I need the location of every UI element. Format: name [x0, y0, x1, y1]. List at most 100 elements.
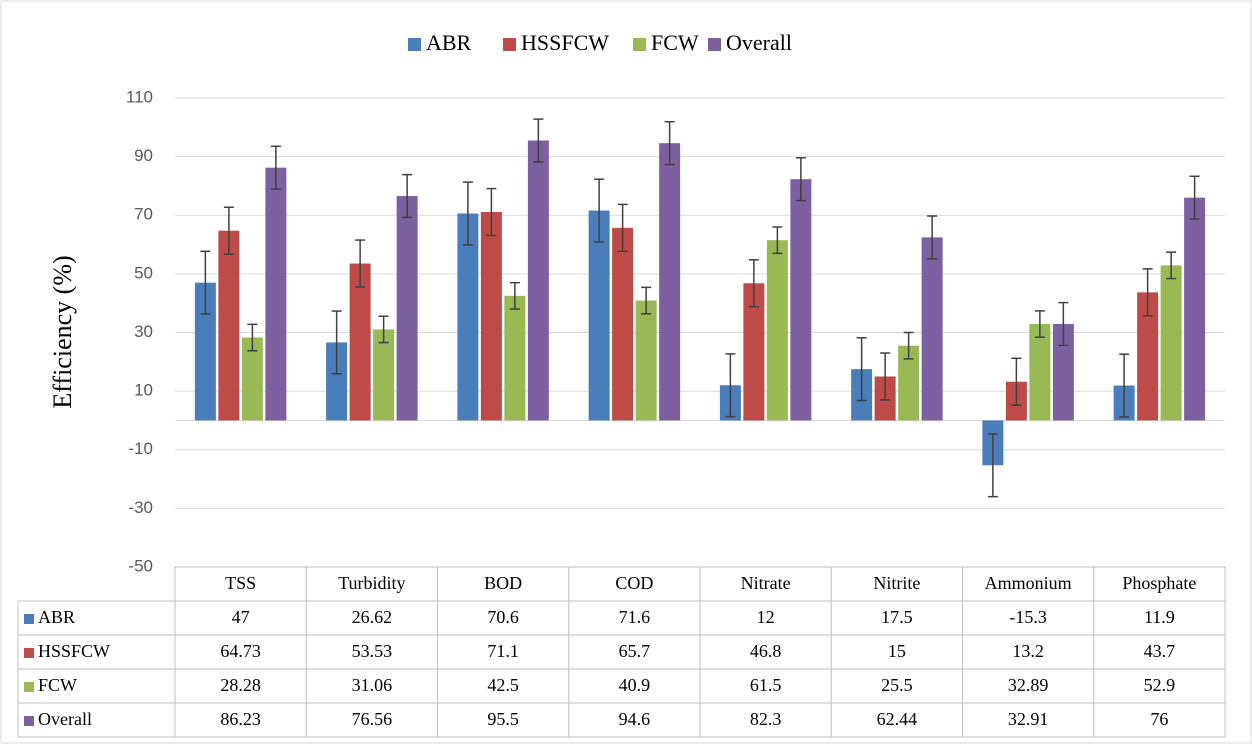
table-value: 32.89 — [1008, 675, 1049, 695]
table-value: 17.5 — [881, 607, 913, 627]
error-bar — [856, 337, 867, 402]
y-tick-label: 30 — [134, 322, 153, 341]
error-bar — [355, 239, 366, 288]
x-tick-label: Nitrate — [741, 573, 791, 593]
error-bar — [378, 315, 389, 344]
table-value: 13.2 — [1012, 641, 1044, 661]
error-bar — [772, 226, 783, 255]
table-value: 28.28 — [220, 675, 261, 695]
x-tick-label: TSS — [225, 573, 256, 593]
bar — [326, 342, 348, 421]
table-value: 65.7 — [619, 641, 651, 661]
table-value: 26.62 — [352, 607, 393, 627]
error-bar — [617, 203, 628, 253]
bar — [527, 140, 549, 421]
table-value: 76 — [1150, 709, 1168, 729]
table-value: 62.44 — [877, 709, 918, 729]
table-value: 42.5 — [487, 675, 519, 695]
error-bar — [987, 433, 998, 498]
bar — [373, 329, 395, 421]
y-tick-label: -10 — [128, 439, 153, 458]
table-value: 31.06 — [352, 675, 393, 695]
legend-swatch — [408, 38, 421, 51]
error-bar — [486, 187, 497, 237]
bar — [921, 237, 943, 421]
error-bar — [927, 215, 938, 260]
y-tick-label: -30 — [128, 498, 153, 517]
legend-swatch — [503, 38, 516, 51]
y-tick-label: 110 — [126, 87, 153, 106]
table-value: 11.9 — [1144, 607, 1175, 627]
error-bar — [462, 181, 473, 246]
bar — [1160, 265, 1182, 421]
error-bar — [1034, 310, 1045, 338]
y-tick-label: 90 — [134, 146, 153, 165]
y-tick-label: -50 — [128, 556, 153, 575]
bar — [218, 230, 240, 421]
y-tick-label: 70 — [134, 205, 153, 224]
x-tick-label: Turbidity — [338, 573, 405, 593]
table-value: 71.1 — [487, 641, 519, 661]
bar — [1029, 324, 1051, 421]
x-tick-label: COD — [615, 573, 653, 593]
error-bar — [533, 118, 544, 163]
table-value: 52.9 — [1144, 675, 1176, 695]
x-tick-label: Nitrite — [873, 573, 920, 593]
table-series-label: HSSFCW — [38, 641, 110, 661]
legend-label: ABR — [426, 30, 472, 55]
bar — [743, 283, 765, 421]
table-value: 70.6 — [487, 607, 519, 627]
error-bar — [1166, 251, 1177, 280]
error-bar — [509, 281, 520, 310]
error-bar — [903, 331, 914, 360]
table-value: 76.56 — [352, 709, 393, 729]
table-legend-swatch — [24, 682, 34, 692]
table-value: 53.53 — [352, 641, 393, 661]
error-bar — [795, 157, 806, 202]
table-value: 40.9 — [619, 675, 651, 695]
error-bar — [1189, 175, 1200, 220]
bar — [457, 213, 479, 421]
x-tick-label: Phosphate — [1122, 573, 1196, 593]
error-bar — [1119, 353, 1130, 418]
table-value: 46.8 — [750, 641, 782, 661]
y-tick-label: 10 — [134, 381, 153, 400]
table-value: 47 — [232, 607, 250, 627]
table-series-label: ABR — [38, 607, 75, 627]
bar — [480, 212, 502, 421]
table-series-label: Overall — [38, 709, 92, 729]
bar — [612, 227, 634, 421]
y-tick-label: 50 — [134, 263, 153, 282]
error-bar — [1058, 301, 1069, 347]
error-bar — [223, 206, 234, 255]
table-legend-swatch — [24, 648, 34, 658]
bar — [1052, 323, 1074, 421]
bar — [504, 295, 526, 421]
bar — [659, 143, 681, 421]
error-bar — [641, 286, 652, 315]
error-bar — [1142, 268, 1153, 317]
bar — [635, 300, 657, 421]
error-bar — [402, 173, 413, 219]
table-value: 64.73 — [220, 641, 261, 661]
error-bar — [880, 352, 891, 401]
error-bar — [331, 310, 342, 375]
table-value: 15 — [888, 641, 906, 661]
table-value: 82.3 — [750, 709, 782, 729]
error-bar — [725, 353, 736, 418]
bar — [396, 196, 418, 421]
table-value: 95.5 — [487, 709, 519, 729]
legend-label: Overall — [726, 30, 792, 55]
table-value: 61.5 — [750, 675, 782, 695]
error-bar — [748, 259, 759, 308]
error-bar — [270, 145, 281, 190]
error-bar — [1011, 357, 1022, 406]
table-value: 25.5 — [881, 675, 913, 695]
bar — [1137, 292, 1159, 421]
legend-label: FCW — [651, 30, 699, 55]
bar — [1184, 197, 1206, 421]
table-legend-swatch — [24, 614, 34, 624]
legend-swatch — [633, 38, 646, 51]
bar — [194, 282, 216, 421]
bar — [588, 210, 610, 421]
